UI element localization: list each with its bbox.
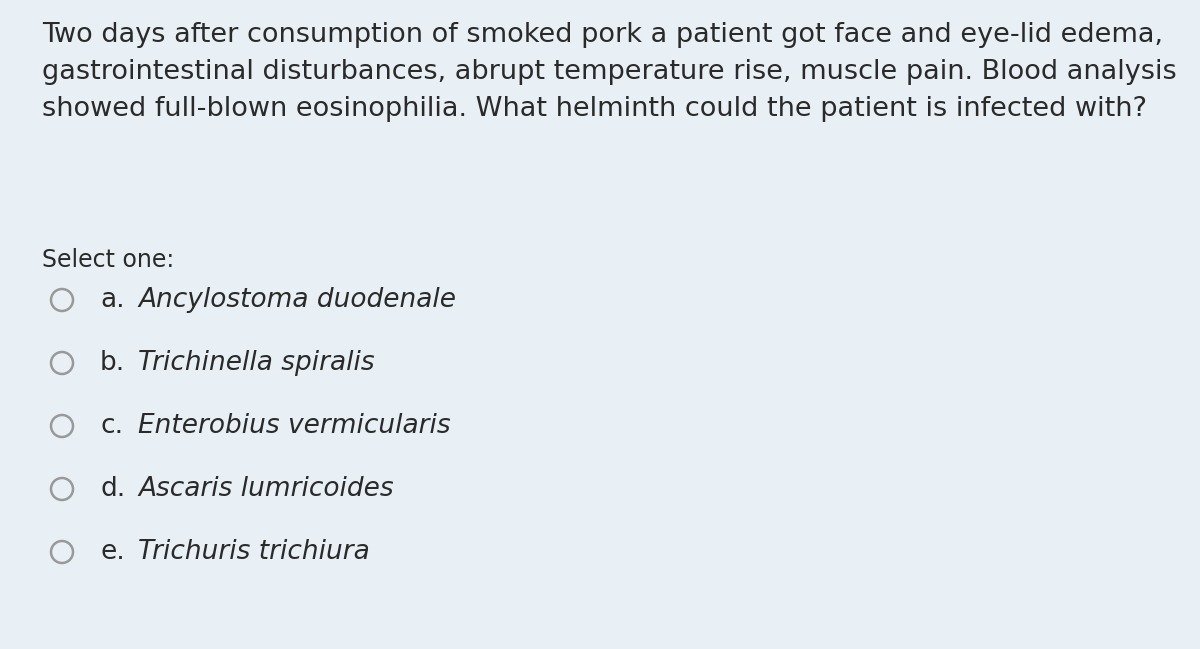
Text: Ascaris lumricoides: Ascaris lumricoides <box>138 476 394 502</box>
Text: a.: a. <box>100 287 125 313</box>
Text: Trichinella spiralis: Trichinella spiralis <box>138 350 374 376</box>
Text: c.: c. <box>100 413 124 439</box>
Text: Enterobius vermicularis: Enterobius vermicularis <box>138 413 451 439</box>
Text: b.: b. <box>100 350 125 376</box>
Text: Select one:: Select one: <box>42 248 174 272</box>
Text: Trichuris trichiura: Trichuris trichiura <box>138 539 370 565</box>
Text: e.: e. <box>100 539 125 565</box>
Text: Ancylostoma duodenale: Ancylostoma duodenale <box>138 287 456 313</box>
Text: d.: d. <box>100 476 125 502</box>
Text: Two days after consumption of smoked pork a patient got face and eye-lid edema,
: Two days after consumption of smoked por… <box>42 22 1177 122</box>
